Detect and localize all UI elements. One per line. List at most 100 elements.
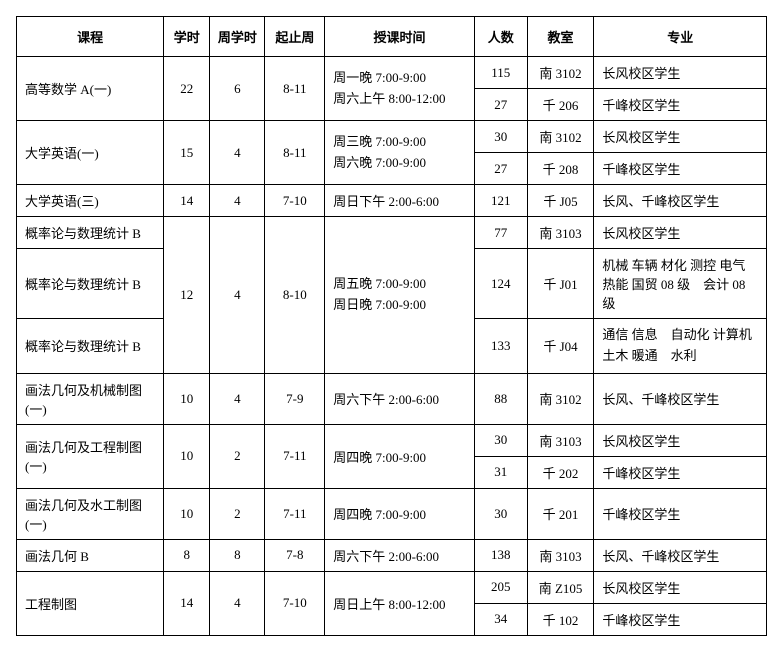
time-line: 周五晚 7:00-9:00	[333, 274, 468, 295]
cell-count: 30	[474, 424, 527, 456]
cell-room: 千 208	[527, 153, 594, 185]
cell-weekrange: 8-11	[265, 121, 325, 185]
cell-course: 画法几何及机械制图(一)	[17, 373, 164, 424]
cell-weekhours: 4	[210, 373, 265, 424]
cell-time: 周六下午 2:00-6:00	[325, 373, 475, 424]
cell-major: 机械 车辆 材化 测控 电气 热能 国贸 08 级 会计 08 级	[594, 249, 767, 319]
cell-weekhours: 4	[210, 121, 265, 185]
cell-major: 千峰校区学生	[594, 89, 767, 121]
cell-weekrange: 7-11	[265, 488, 325, 539]
cell-count: 115	[474, 57, 527, 89]
cell-hours: 8	[164, 539, 210, 571]
cell-course: 画法几何 B	[17, 539, 164, 571]
cell-hours: 14	[164, 571, 210, 635]
cell-count: 138	[474, 539, 527, 571]
table-row: 画法几何 B 8 8 7-8 周六下午 2:00-6:00 138 南 3103…	[17, 539, 767, 571]
cell-room: 南 3102	[527, 373, 594, 424]
cell-weekhours: 2	[210, 424, 265, 488]
cell-room: 千 202	[527, 456, 594, 488]
cell-count: 205	[474, 571, 527, 603]
cell-major: 千峰校区学生	[594, 488, 767, 539]
cell-room: 千 102	[527, 603, 594, 635]
header-time: 授课时间	[325, 17, 475, 57]
cell-major: 长风校区学生	[594, 424, 767, 456]
table-row: 工程制图 14 4 7-10 周日上午 8:00-12:00 205 南 Z10…	[17, 571, 767, 603]
cell-hours: 10	[164, 373, 210, 424]
cell-hours: 22	[164, 57, 210, 121]
cell-major: 长风校区学生	[594, 217, 767, 249]
cell-course: 大学英语(一)	[17, 121, 164, 185]
header-hours: 学时	[164, 17, 210, 57]
cell-time: 周四晚 7:00-9:00	[325, 488, 475, 539]
cell-count: 27	[474, 153, 527, 185]
cell-time: 周日下午 2:00-6:00	[325, 185, 475, 217]
cell-room: 南 3103	[527, 424, 594, 456]
schedule-table: 课程 学时 周学时 起止周 授课时间 人数 教室 专业 高等数学 A(一) 22…	[16, 16, 767, 636]
header-weekhours: 周学时	[210, 17, 265, 57]
cell-count: 88	[474, 373, 527, 424]
cell-major: 通信 信息 自动化 计算机 土木 暖通 水利	[594, 319, 767, 374]
cell-room: 千 206	[527, 89, 594, 121]
cell-course: 概率论与数理统计 B	[17, 217, 164, 249]
cell-count: 27	[474, 89, 527, 121]
table-row: 高等数学 A(一) 22 6 8-11 周一晚 7:00-9:00 周六上午 8…	[17, 57, 767, 89]
cell-weekrange: 7-11	[265, 424, 325, 488]
cell-weekrange: 7-10	[265, 185, 325, 217]
cell-weekrange: 7-8	[265, 539, 325, 571]
cell-room: 千 J01	[527, 249, 594, 319]
cell-count: 31	[474, 456, 527, 488]
cell-count: 34	[474, 603, 527, 635]
cell-weekhours: 4	[210, 185, 265, 217]
cell-weekrange: 7-10	[265, 571, 325, 635]
cell-time: 周日上午 8:00-12:00	[325, 571, 475, 635]
cell-room: 南 3103	[527, 217, 594, 249]
time-line: 周一晚 7:00-9:00	[333, 68, 468, 89]
cell-hours: 10	[164, 424, 210, 488]
cell-major: 千峰校区学生	[594, 153, 767, 185]
cell-course: 画法几何及水工制图(一)	[17, 488, 164, 539]
cell-count: 124	[474, 249, 527, 319]
cell-major: 千峰校区学生	[594, 603, 767, 635]
cell-weekhours: 4	[210, 571, 265, 635]
table-row: 大学英语(三) 14 4 7-10 周日下午 2:00-6:00 121 千 J…	[17, 185, 767, 217]
cell-time: 周三晚 7:00-9:00 周六晚 7:00-9:00	[325, 121, 475, 185]
cell-hours: 15	[164, 121, 210, 185]
cell-course: 概率论与数理统计 B	[17, 319, 164, 374]
cell-room: 南 3102	[527, 57, 594, 89]
cell-hours: 12	[164, 217, 210, 374]
time-line: 周日晚 7:00-9:00	[333, 295, 468, 316]
cell-time: 周一晚 7:00-9:00 周六上午 8:00-12:00	[325, 57, 475, 121]
cell-major: 千峰校区学生	[594, 456, 767, 488]
cell-weekrange: 8-11	[265, 57, 325, 121]
cell-weekhours: 4	[210, 217, 265, 374]
header-count: 人数	[474, 17, 527, 57]
header-course: 课程	[17, 17, 164, 57]
cell-weekhours: 8	[210, 539, 265, 571]
cell-time: 周五晚 7:00-9:00 周日晚 7:00-9:00	[325, 217, 475, 374]
cell-time: 周六下午 2:00-6:00	[325, 539, 475, 571]
cell-weekrange: 7-9	[265, 373, 325, 424]
header-row: 课程 学时 周学时 起止周 授课时间 人数 教室 专业	[17, 17, 767, 57]
time-line: 周三晚 7:00-9:00	[333, 132, 468, 153]
cell-course: 画法几何及工程制图(一)	[17, 424, 164, 488]
cell-course: 概率论与数理统计 B	[17, 249, 164, 319]
cell-room: 南 3103	[527, 539, 594, 571]
table-row: 画法几何及工程制图(一) 10 2 7-11 周四晚 7:00-9:00 30 …	[17, 424, 767, 456]
cell-count: 121	[474, 185, 527, 217]
cell-hours: 10	[164, 488, 210, 539]
cell-count: 77	[474, 217, 527, 249]
cell-room: 南 Z105	[527, 571, 594, 603]
cell-major: 长风、千峰校区学生	[594, 373, 767, 424]
cell-major: 长风校区学生	[594, 121, 767, 153]
cell-hours: 14	[164, 185, 210, 217]
time-line: 周六晚 7:00-9:00	[333, 153, 468, 174]
time-line: 周六上午 8:00-12:00	[333, 89, 468, 110]
cell-course: 工程制图	[17, 571, 164, 635]
cell-count: 30	[474, 488, 527, 539]
table-row: 概率论与数理统计 B 12 4 8-10 周五晚 7:00-9:00 周日晚 7…	[17, 217, 767, 249]
cell-major: 长风校区学生	[594, 57, 767, 89]
header-weekrange: 起止周	[265, 17, 325, 57]
cell-room: 千 J05	[527, 185, 594, 217]
table-row: 画法几何及水工制图(一) 10 2 7-11 周四晚 7:00-9:00 30 …	[17, 488, 767, 539]
cell-course: 高等数学 A(一)	[17, 57, 164, 121]
